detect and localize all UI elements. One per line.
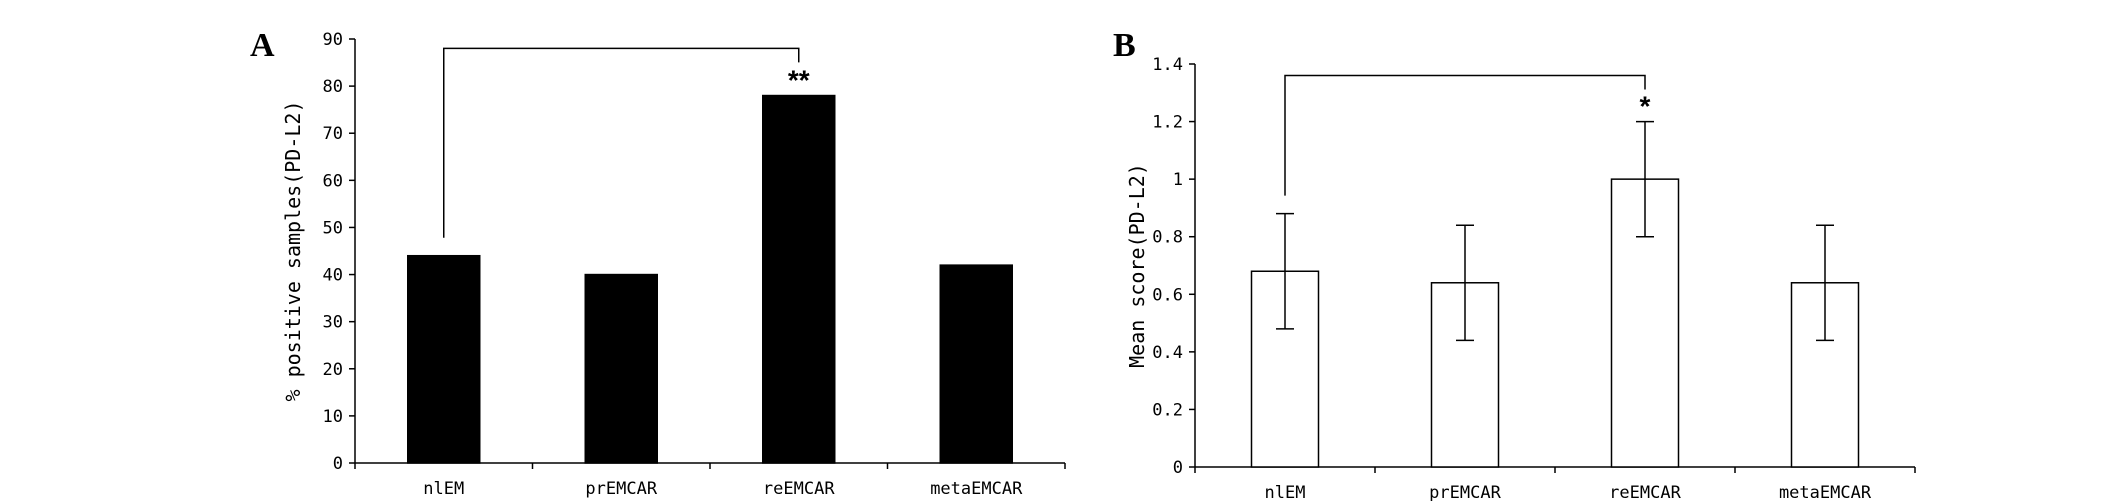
y-tick-label: 0.4 xyxy=(1152,343,1183,363)
y-tick-label: 50 xyxy=(323,218,343,238)
y-tick-label: 20 xyxy=(323,360,343,380)
error-bar-metaEMCAR xyxy=(1816,224,1834,342)
panel-letter: B xyxy=(1113,27,1136,64)
y-tick-label: 0.8 xyxy=(1152,228,1183,248)
y-tick-label: 60 xyxy=(323,171,343,191)
y-tick-label: 40 xyxy=(323,266,343,286)
significance-label: * xyxy=(1640,91,1651,122)
y-tick-label: 0 xyxy=(1173,458,1183,478)
y-tick-label: 90 xyxy=(323,30,343,50)
x-tick-label: reEMCAR xyxy=(763,479,835,499)
significance-bracket xyxy=(443,47,800,238)
panel-b: B 0 0.2 0.4 0.6 0.8 1 1.2 1.4 Mean score(PD-L2) nl… xyxy=(1113,27,1916,501)
x-tick-label: nlEM xyxy=(423,479,464,499)
error-bar-nlEM xyxy=(1276,212,1294,330)
bar-prEMCAR xyxy=(584,273,658,464)
y-tick-label: 10 xyxy=(323,407,343,427)
significance-bracket xyxy=(1284,74,1646,196)
panel-letter: A xyxy=(250,27,275,64)
y-tick-label: 0 xyxy=(333,454,343,474)
bar-nlEM xyxy=(407,254,481,464)
y-tick-label: 30 xyxy=(323,313,343,333)
x-tick-label: reEMCAR xyxy=(1609,483,1681,501)
y-tick-label: 70 xyxy=(323,124,343,144)
bar-reEMCAR xyxy=(762,94,836,464)
y-axis-label: Mean score(PD-L2) xyxy=(1125,163,1149,368)
panel-a: A 0 10 20 30 40 50 60 70 80 90 % positive samples(P… xyxy=(250,27,1066,499)
x-tick-label: prEMCAR xyxy=(585,479,657,499)
y-tick-label: 1 xyxy=(1173,170,1183,190)
x-tick-label: prEMCAR xyxy=(1429,483,1501,501)
x-tick-label: nlEM xyxy=(1265,483,1306,501)
y-tick-label: 0.2 xyxy=(1152,400,1183,420)
y-tick-label: 1.2 xyxy=(1152,113,1183,133)
y-tick-label: 1.4 xyxy=(1152,55,1183,75)
significance-label: ** xyxy=(788,65,810,96)
bar-metaEMCAR xyxy=(939,264,1013,464)
y-tick-label: 80 xyxy=(323,77,343,97)
x-tick-label: metaEMCAR xyxy=(1779,483,1872,501)
error-bar-reEMCAR xyxy=(1636,120,1654,238)
error-bar-prEMCAR xyxy=(1456,224,1474,342)
y-axis-label: % positive samples(PD-L2) xyxy=(281,100,305,401)
y-tick-label: 0.6 xyxy=(1152,285,1183,305)
x-tick-label: metaEMCAR xyxy=(930,479,1023,499)
